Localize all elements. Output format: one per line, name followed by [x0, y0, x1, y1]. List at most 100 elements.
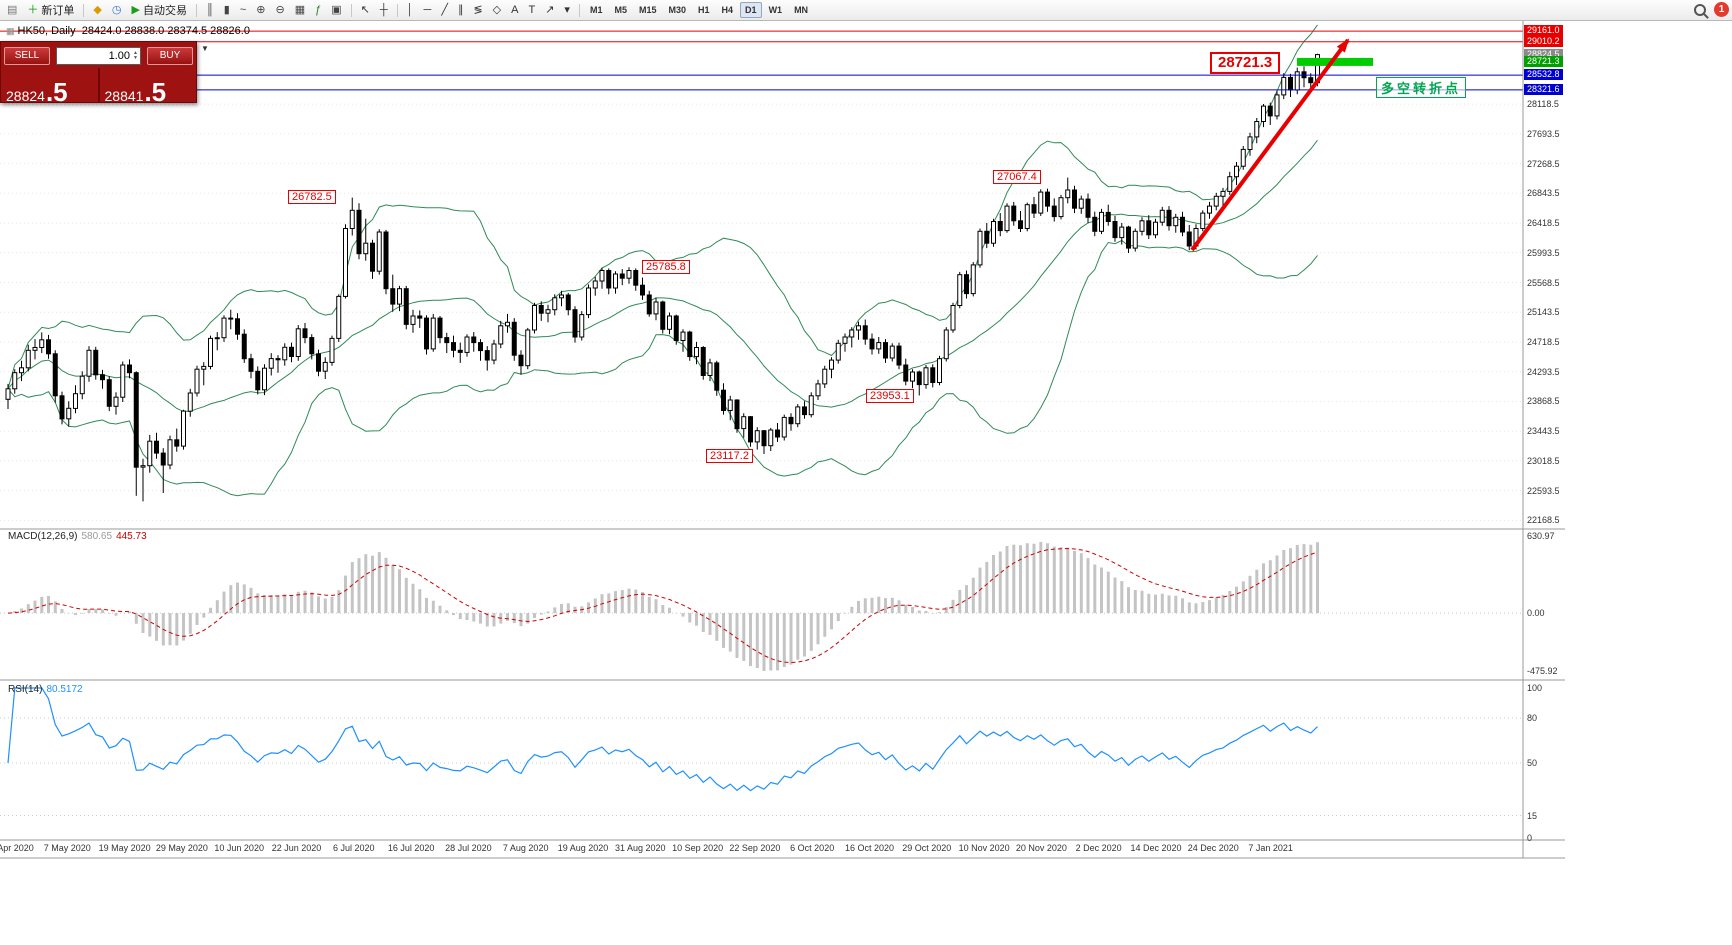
buy-price-main: 28841 — [104, 88, 144, 104]
cursor-icon[interactable]: ↖ — [357, 2, 374, 18]
macd-indicator-label: MACD(12,26,9) 580.65 445.73 — [8, 531, 147, 542]
new-order-button-glyph: ＋ — [27, 4, 39, 16]
candlestick-chart-type-icon[interactable]: ▮ — [220, 2, 234, 18]
auto-trading-button-glyph: ▶ — [131, 4, 140, 16]
price-divider — [97, 68, 100, 103]
label-icon-glyph: T — [528, 4, 536, 16]
timeframe-h1[interactable]: H1 — [698, 5, 710, 15]
chart-icon: ▦ — [6, 26, 15, 36]
bar-chart-type-icon-glyph: ║ — [205, 4, 214, 16]
templates-icon[interactable]: ▣ — [327, 2, 345, 18]
toolbar-separator — [195, 3, 197, 17]
chart-title: ▦ HK50, Daily 28424.0 28838.0 28374.5 288… — [6, 25, 250, 37]
search-icon[interactable] — [1694, 4, 1706, 16]
one-click-trading-panel: SELL 1.00 ▲ ▼ BUY 28824.5 28841.5 — [0, 41, 197, 105]
timeframe-w1[interactable]: W1 — [768, 5, 783, 15]
zoom-out-icon[interactable]: ⊖ — [271, 2, 288, 18]
line-chart-type-icon-glyph: ~ — [239, 4, 247, 16]
volume-stepper[interactable]: ▲ ▼ — [133, 49, 138, 61]
label-icon[interactable]: T — [524, 2, 539, 18]
ohlc-values: 28424.0 28838.0 28374.5 28826.0 — [81, 25, 250, 37]
timeframe-h4[interactable]: H4 — [721, 5, 734, 15]
volume-input[interactable]: 1.00 ▲ ▼ — [56, 46, 141, 65]
sell-price: 28824.5 — [6, 79, 93, 105]
timeframe-m1[interactable]: M1 — [589, 5, 603, 15]
zoom-out-icon-glyph: ⊖ — [275, 4, 285, 16]
buy-price: 28841.5 — [104, 77, 192, 107]
indicators-icon[interactable]: ƒ — [311, 2, 325, 18]
crosshair-icon-glyph: ┼ — [379, 4, 388, 16]
sell-price-main: 28824 — [6, 88, 45, 104]
vertical-line-icon-glyph: │ — [406, 4, 414, 16]
timeframe-d1[interactable]: D1 — [740, 2, 762, 18]
stepper-down-icon[interactable]: ▼ — [133, 54, 138, 61]
buy-price-big-digit: .5 — [144, 77, 167, 107]
horizontal-line-icon-glyph: ─ — [423, 4, 432, 16]
bar-chart-type-icon[interactable]: ║ — [202, 2, 218, 18]
toolbar-separator — [83, 3, 85, 17]
fibonacci-icon-glyph: ≶ — [473, 4, 483, 16]
shapes-icon-glyph: ◇ — [492, 4, 502, 16]
toolbar-separator — [578, 3, 580, 17]
trade-panel-collapse-icon[interactable]: ▼ — [201, 44, 209, 53]
history-icon[interactable]: ◷ — [108, 2, 126, 18]
timeframe-m5[interactable]: M5 — [614, 5, 627, 15]
new-order-button-label: 新订单 — [41, 5, 75, 17]
horizontal-line-icon[interactable]: ─ — [420, 2, 436, 18]
vertical-line-icon[interactable]: │ — [403, 2, 418, 18]
trade-panel-prices: 28824.5 28841.5 — [1, 66, 196, 107]
objects-dropdown-icon-glyph: ▾ — [564, 4, 570, 16]
crosshair-icon[interactable]: ┼ — [376, 2, 392, 18]
sell-button[interactable]: SELL — [4, 46, 50, 65]
trendline-icon-glyph: ╱ — [441, 4, 448, 16]
favorites-icon-glyph: ◆ — [93, 4, 102, 16]
arrows-tool-icon[interactable]: ↗ — [541, 2, 558, 18]
fibonacci-icon[interactable]: ≶ — [469, 2, 486, 18]
macd-name: MACD(12,26,9) — [8, 531, 78, 542]
arrows-tool-icon-glyph: ↗ — [545, 4, 555, 16]
cursor-icon-glyph: ↖ — [360, 4, 370, 16]
trendline-icon[interactable]: ╱ — [437, 2, 452, 18]
auto-trading-button-label: 自动交易 — [142, 5, 187, 17]
macd-signal-value: 445.73 — [116, 531, 147, 542]
zoom-in-icon[interactable]: ⊕ — [252, 2, 269, 18]
rsi-indicator-label: RSI(14) 80.5172 — [8, 684, 83, 695]
history-icon-glyph: ◷ — [111, 4, 122, 16]
charts-profile-icon-glyph: ▤ — [7, 4, 18, 16]
macd-main-value: 580.65 — [81, 531, 113, 542]
timeframe-m15[interactable]: M15 — [638, 5, 657, 15]
toolbar: ▤ ＋新订单 ◆ ◷ ▶ 自动交易 ║ ▮ ~ ⊕ ⊖ ▦ ƒ ▣ ↖ ┼ │ ─ ╱ ∥ ≶ ◇ A T ↗ ▾ M1 M5 M15 M… — [0, 0, 1732, 21]
text-icon-glyph: A — [511, 4, 519, 16]
channel-icon[interactable]: ∥ — [454, 2, 468, 18]
zoom-in-icon-glyph: ⊕ — [256, 4, 266, 16]
toolbar-items: ▤ ＋新订单 ◆ ◷ ▶ 自动交易 ║ ▮ ~ ⊕ ⊖ ▦ ƒ ▣ ↖ ┼ │ ─ ╱ ∥ ≶ ◇ A T ↗ ▾ M1 M5 M15 M… — [0, 0, 814, 20]
channel-icon-glyph: ∥ — [457, 4, 464, 16]
toolbar-right — [1694, 4, 1706, 16]
shapes-icon[interactable]: ◇ — [489, 2, 505, 18]
toolbar-separator — [350, 3, 352, 17]
text-icon[interactable]: A — [507, 2, 522, 18]
charts-profile-icon[interactable]: ▤ — [3, 2, 21, 18]
favorites-icon[interactable]: ◆ — [89, 2, 105, 18]
tile-windows-icon[interactable]: ▦ — [291, 2, 309, 18]
buy-button[interactable]: BUY — [147, 46, 193, 65]
objects-dropdown-icon[interactable]: ▾ — [560, 2, 574, 18]
notification-badge[interactable]: 1 — [1714, 2, 1729, 17]
volume-value: 1.00 — [108, 49, 131, 62]
stepper-up-icon[interactable]: ▲ — [133, 49, 138, 56]
symbol-period-label: HK50, Daily — [17, 25, 76, 37]
tile-windows-icon-glyph: ▦ — [294, 4, 306, 16]
templates-icon-glyph: ▣ — [331, 4, 342, 16]
indicators-icon-glyph: ƒ — [315, 4, 322, 16]
candlestick-chart-type-icon-glyph: ▮ — [223, 4, 230, 16]
timeframe-m30[interactable]: M30 — [668, 5, 687, 15]
rsi-name: RSI(14) — [8, 684, 43, 695]
new-order-button[interactable]: ＋新订单 — [23, 2, 78, 18]
auto-trading-button[interactable]: ▶ 自动交易 — [127, 2, 190, 18]
line-chart-type-icon[interactable]: ~ — [236, 2, 250, 18]
rsi-value: 80.5172 — [46, 684, 83, 695]
toolbar-separator — [396, 3, 398, 17]
timeframe-mn[interactable]: MN — [794, 5, 809, 15]
